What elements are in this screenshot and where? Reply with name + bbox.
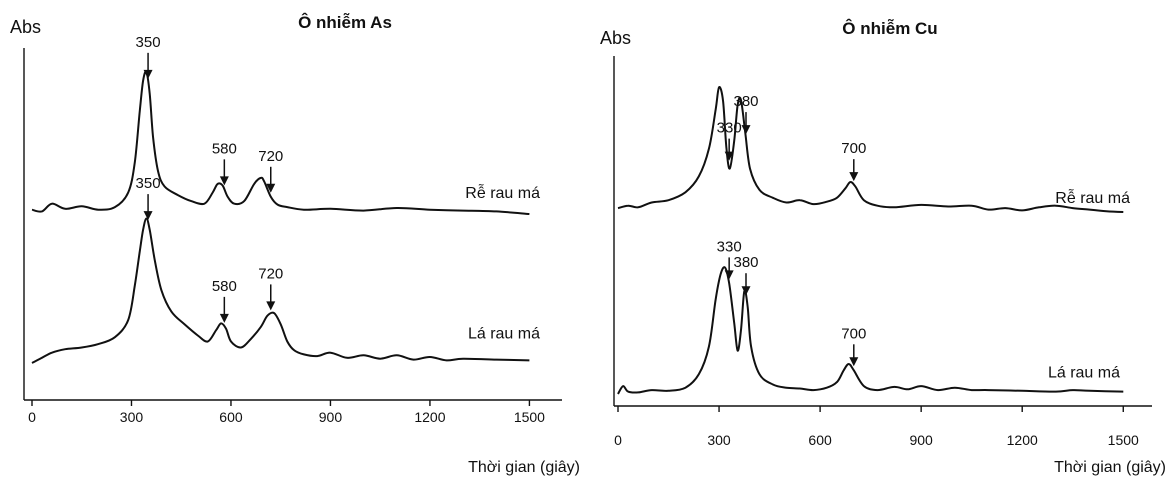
cu-x-tick-label: 1200 (1007, 432, 1038, 448)
as-x-tick-label: 600 (219, 409, 243, 425)
as-series-label: Lá rau má (468, 325, 540, 342)
as-x-axis-label: Thời gian (giây) (468, 459, 580, 476)
as-y-axis-label: Abs (10, 17, 41, 37)
as-peak-arrowhead (219, 313, 229, 323)
cu-peak-arrowhead (849, 357, 859, 367)
cu-series-label: Rễ rau má (1055, 188, 1130, 207)
cu-peak-label: 330 (717, 120, 742, 137)
as-peak-label: 720 (258, 148, 283, 165)
as-peak-arrowhead (143, 211, 153, 221)
as-series-line-leaf (31, 217, 530, 364)
as-peak-label: 350 (136, 175, 161, 192)
cu-x-tick-label: 300 (707, 432, 731, 448)
cu-peak-arrowhead (724, 151, 734, 161)
as-peak-label: 580 (212, 278, 237, 295)
cu-peak-label: 700 (841, 140, 866, 157)
as-x-tick-label: 1200 (414, 409, 445, 425)
as-peak-label: 720 (258, 265, 283, 282)
as-pollution-chart: Abs Ô nhiễm As Thời gian (giây) 0 300 600 9… (10, 13, 580, 476)
as-chart-title: Ô nhiễm As (298, 13, 392, 32)
cu-pollution-chart: Abs Ô nhiễm Cu Thời gian (giây) 0 300 600 9… (600, 19, 1166, 476)
cu-peak-label: 380 (733, 254, 758, 271)
cu-chart-title: Ô nhiễm Cu (842, 19, 937, 38)
cu-peak-label: 700 (841, 325, 866, 342)
cu-peak-label: 330 (717, 238, 742, 255)
cu-peak-arrowhead (741, 286, 751, 296)
cu-x-tick-label: 900 (909, 432, 933, 448)
as-peak-arrowhead (266, 183, 276, 193)
cu-x-tick-label: 1500 (1108, 432, 1139, 448)
as-peak-label: 580 (212, 140, 237, 157)
as-series-label: Rễ rau má (465, 183, 540, 202)
as-series-line-root (31, 70, 530, 215)
cu-series-line-root (617, 86, 1124, 213)
cu-series-line-leaf (617, 266, 1124, 395)
cu-peak-label: 380 (733, 93, 758, 110)
cu-y-axis-label: Abs (600, 28, 631, 48)
as-peak-arrowhead (266, 301, 276, 311)
cu-x-tick-label: 0 (614, 432, 622, 448)
cu-peak-arrowhead (724, 270, 734, 280)
as-x-tick-label: 900 (319, 409, 343, 425)
as-x-tick-label: 0 (28, 409, 36, 425)
cu-x-tick-label: 600 (808, 432, 832, 448)
cu-peak-arrowhead (741, 125, 751, 135)
as-peak-arrowhead (219, 176, 229, 186)
cu-peak-arrowhead (849, 172, 859, 182)
as-x-tick-label: 300 (120, 409, 144, 425)
as-peak-label: 350 (136, 34, 161, 51)
as-peak-arrowhead (143, 69, 153, 79)
cu-series-label: Lá rau má (1048, 365, 1120, 382)
cu-x-axis-label: Thời gian (giây) (1054, 459, 1166, 476)
as-x-tick-label: 1500 (514, 409, 545, 425)
